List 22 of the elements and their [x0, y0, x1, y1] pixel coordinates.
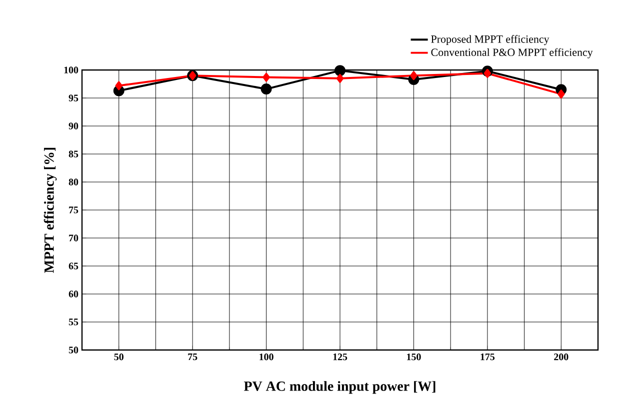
y-tick-label: 85	[68, 150, 78, 158]
y-tick-label: 95	[68, 94, 78, 102]
x-tick-label: 100	[260, 354, 274, 360]
x-tick-label: 50	[114, 354, 124, 360]
y-tick-label: 65	[68, 262, 78, 270]
y-tick-label: 80	[68, 178, 78, 186]
x-tick-label: 200	[554, 354, 568, 360]
x-tick-label: 125	[333, 354, 348, 360]
x-axis-title: PV AC module input power [W]	[244, 381, 436, 394]
y-tick-label: 90	[68, 122, 78, 130]
y-axis-title: MPPT efficiency [%]	[44, 148, 57, 273]
y-tick-label: 55	[68, 318, 78, 326]
y-tick-label: 70	[69, 234, 78, 242]
legend-label: Proposed MPPT efficiency	[431, 35, 550, 46]
x-tick-label: 150	[407, 354, 421, 360]
x-tick-label: 175	[480, 354, 495, 360]
y-tick-label: 100	[64, 66, 78, 74]
x-tick-label: 75	[188, 354, 198, 360]
y-tick-label: 75	[69, 206, 78, 214]
y-tick-label: 50	[68, 346, 78, 354]
legend-label: Conventional P&O MPPT efficiency	[431, 48, 593, 58]
y-tick-label: 60	[68, 290, 78, 298]
